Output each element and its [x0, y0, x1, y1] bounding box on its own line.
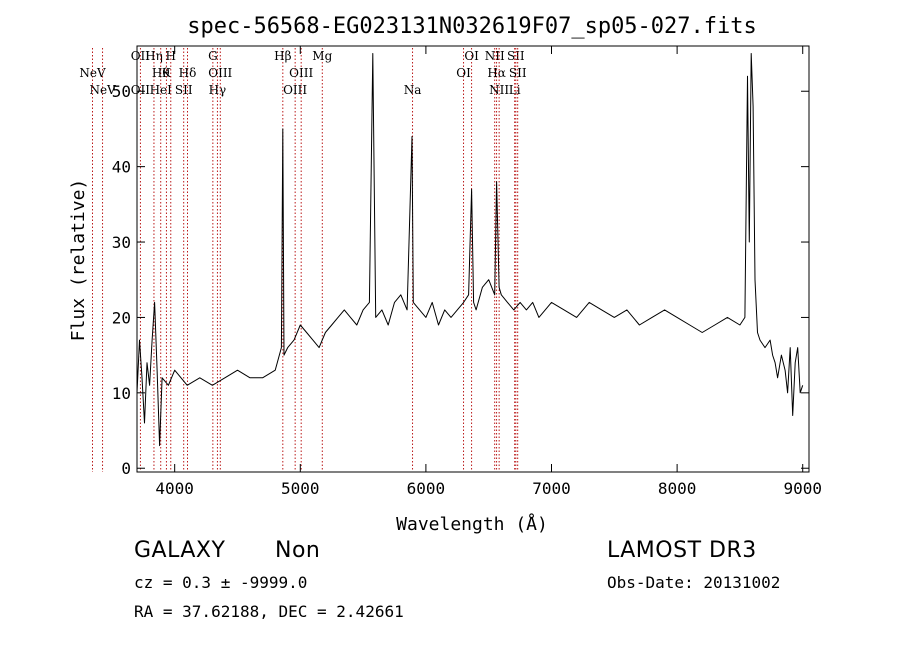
line-marker-label: Hβ [274, 49, 291, 63]
line-marker-label: OII [131, 49, 151, 63]
line-marker-label: Hθ [152, 66, 170, 80]
line-marker-label: Hγ [209, 83, 227, 97]
line-marker-label: NII [489, 83, 509, 97]
line-marker-label: OIII [289, 66, 313, 80]
line-marker-label: NeV [89, 83, 116, 97]
line-marker-label: K [162, 66, 172, 80]
line-marker-label: OII [131, 83, 151, 97]
y-tick-label: 50 [112, 82, 131, 101]
line-markers: NeVNeVOIIOIIHηHθHeIKHHδSIIGHγOIIIHβOIIIO… [79, 48, 527, 472]
line-marker-label: HeI [150, 83, 173, 97]
line-marker-label: Li [509, 83, 521, 97]
line-marker-label: SII [509, 66, 527, 80]
line-marker-label: SII [175, 83, 193, 97]
survey-name: LAMOST DR3 [607, 538, 757, 563]
observation-date: Obs-Date: 20131002 [607, 573, 781, 592]
line-marker-label: Hδ [179, 66, 197, 80]
line-marker-label: OI [464, 49, 479, 63]
redshift-cz: cz = 0.3 ± -9999.0 [134, 573, 308, 592]
axes: 4000 5000 6000 7000 8000 9000 0 10 20 30 40 50 [112, 45, 822, 498]
y-tick-label: 40 [112, 158, 131, 177]
y-tick-label: 20 [112, 308, 131, 327]
line-marker-label: H [166, 49, 176, 63]
x-tick-label: 9000 [783, 479, 822, 498]
y-tick-label: 30 [112, 233, 131, 252]
object-class: GALAXY [134, 538, 226, 563]
x-tick-label: 4000 [155, 479, 194, 498]
line-marker-label: OIII [283, 83, 307, 97]
y-axis-label: Flux (relative) [68, 179, 89, 342]
line-marker-label: NII [485, 49, 505, 63]
y-tick-label: 10 [112, 384, 131, 403]
x-tick-label: 7000 [532, 479, 571, 498]
y-tick-label: 0 [121, 459, 131, 478]
line-marker-label: OI [456, 66, 471, 80]
line-marker-label: G [208, 49, 218, 63]
object-subclass: Non [275, 538, 321, 563]
line-marker-label: Hη [145, 49, 163, 63]
line-marker-label: Mg [312, 49, 332, 63]
line-marker-label: OIII [208, 66, 232, 80]
flux-line [136, 53, 804, 447]
line-marker-label: NeV [79, 66, 106, 80]
coordinates: RA = 37.62188, DEC = 2.42661 [134, 602, 404, 621]
x-tick-label: 8000 [658, 479, 697, 498]
x-axis-label: Wavelength (Å) [396, 513, 548, 535]
x-tick-label: 6000 [407, 479, 446, 498]
line-marker-label: Na [404, 83, 422, 97]
x-tick-label: 5000 [281, 479, 320, 498]
chart-title: spec-56568-EG023131N032619F07_sp05-027.f… [187, 14, 757, 39]
plot-frame [136, 45, 810, 473]
line-marker-label: SII [507, 49, 525, 63]
flux-series [136, 53, 804, 447]
line-marker-label: Hα [487, 66, 506, 80]
